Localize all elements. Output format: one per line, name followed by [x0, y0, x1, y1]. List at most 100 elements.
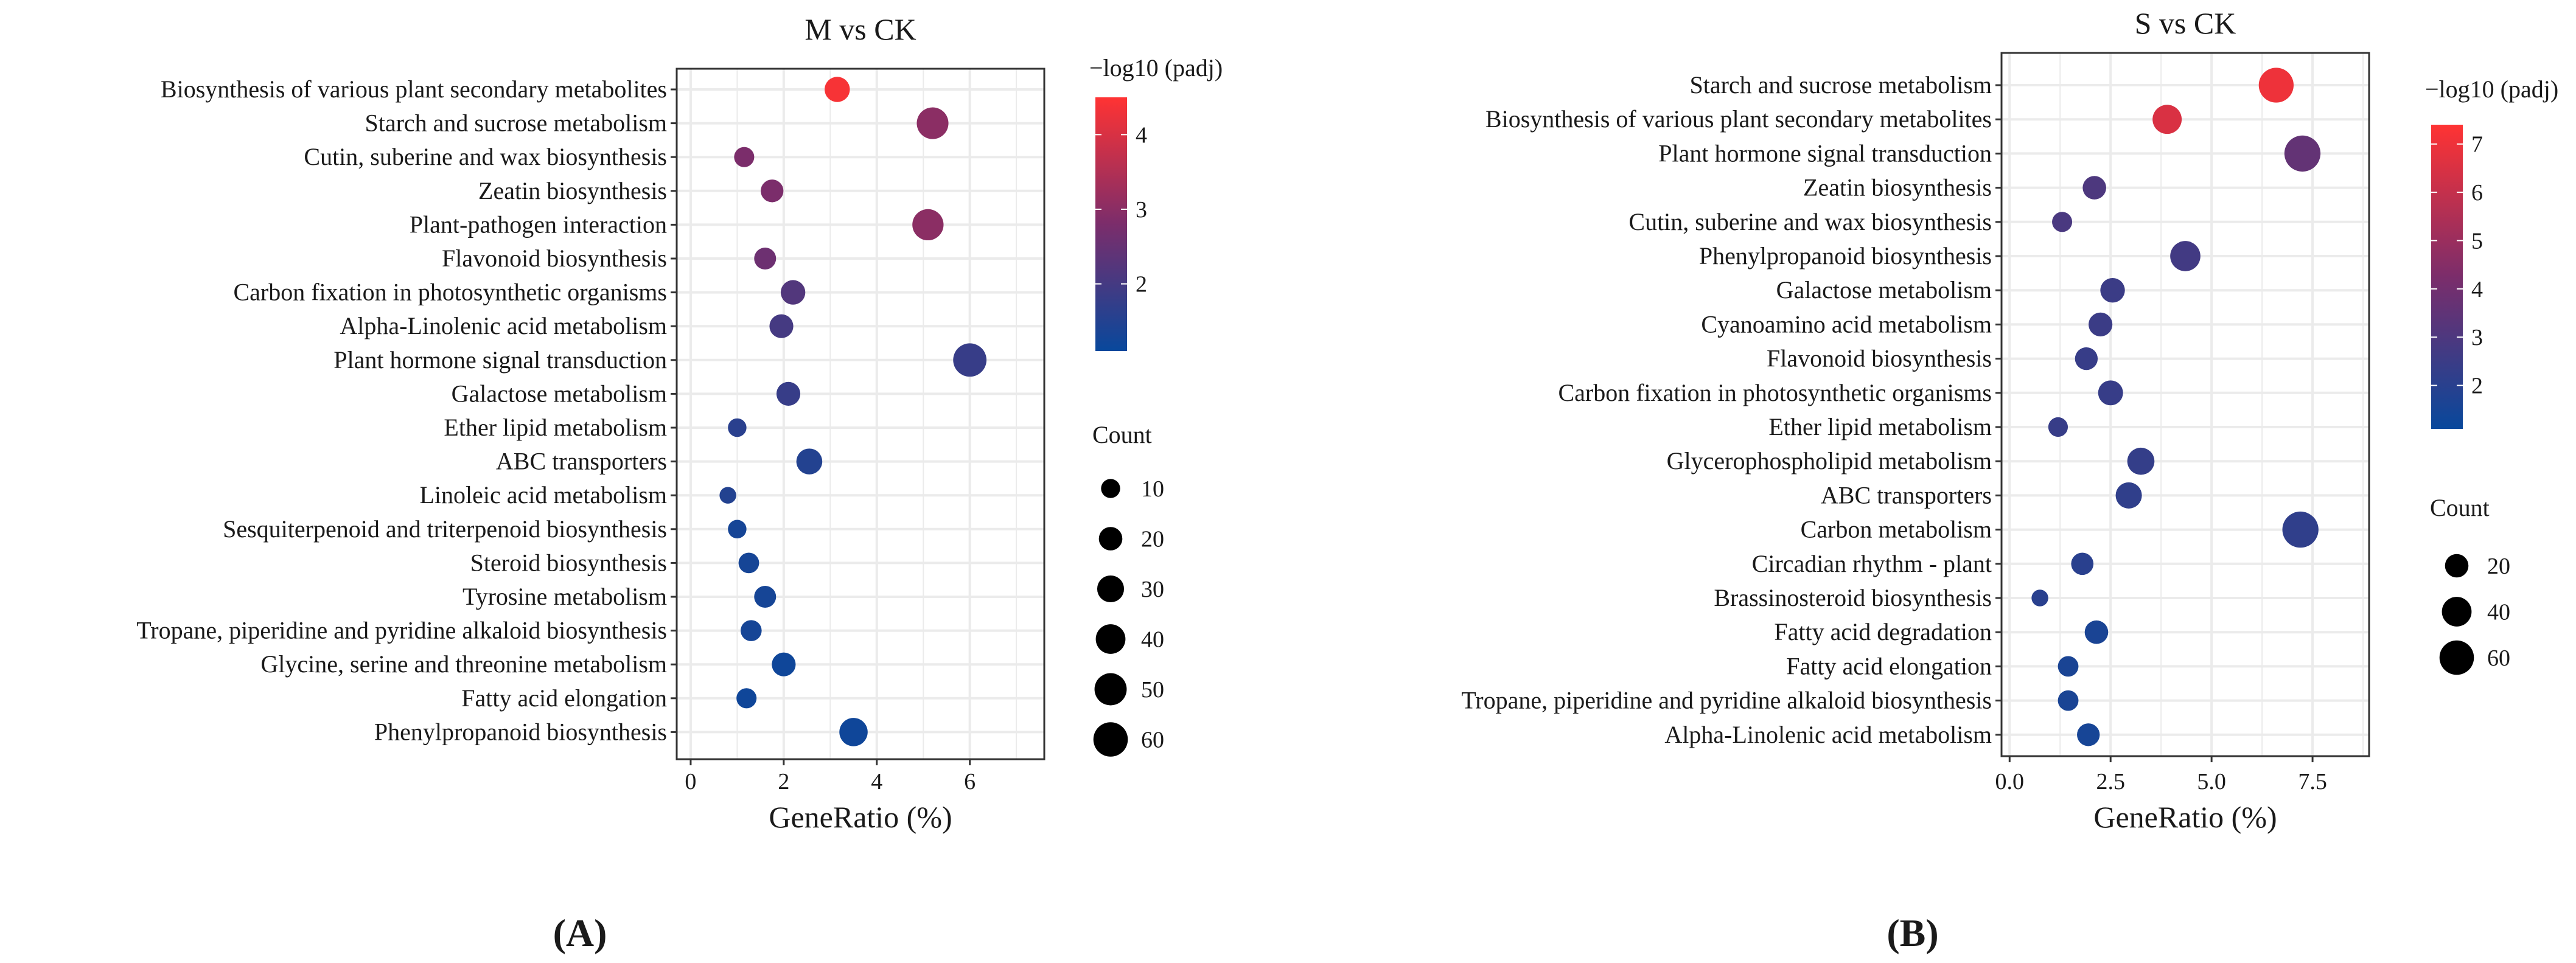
chart-title: S vs CK: [2135, 6, 2236, 40]
plot-background: [677, 69, 1044, 759]
colorbar-tick-label: 6: [2471, 180, 2483, 206]
category-label: Starch and sucrose metabolism: [1689, 71, 1992, 99]
size-legend-label: 20: [1141, 527, 1164, 552]
data-point: [754, 586, 777, 608]
category-label: Glycerophospholipid metabolism: [1667, 447, 1992, 475]
category-label: ABC transporters: [1821, 481, 1992, 509]
size-legend-title: Count: [2430, 494, 2490, 521]
colorbar-tick-label: 3: [1136, 197, 1147, 223]
size-legend-label: 30: [1141, 577, 1164, 602]
data-point: [769, 314, 794, 338]
data-point: [2127, 447, 2155, 475]
category-label: Carbon metabolism: [1801, 516, 1992, 543]
category-label: Flavonoid biosynthesis: [442, 245, 667, 272]
category-label: Glycine, serine and threonine metabolism: [260, 650, 667, 678]
plot-border: [2000, 52, 2370, 757]
data-point: [2282, 511, 2319, 548]
panel-a: Biosynthesis of various plant secondary …: [136, 12, 1223, 954]
category-label: Flavonoid biosynthesis: [1767, 345, 1992, 372]
data-point: [2052, 212, 2073, 232]
size-legend-label: 40: [1141, 627, 1164, 653]
data-point: [912, 209, 944, 241]
x-tick-label: 0: [685, 769, 696, 794]
data-point: [719, 487, 736, 504]
colorbar-tick-label: 3: [2471, 325, 2483, 350]
category-label: Carbon fixation in photosynthetic organi…: [233, 279, 667, 306]
data-point: [2071, 552, 2094, 575]
category-label: Alpha-Linolenic acid metabolism: [1664, 721, 1992, 748]
data-point: [738, 552, 759, 574]
data-point: [2258, 68, 2294, 103]
size-legend-dot: [1093, 722, 1128, 757]
x-tick-label: 0.0: [1995, 769, 2025, 794]
size-legend-dot: [2442, 597, 2472, 627]
colorbar: [2431, 125, 2463, 429]
x-tick-label: 2.5: [2096, 769, 2125, 794]
colorbar-tick-label: 5: [2471, 228, 2483, 254]
category-label: Cutin, suberine and wax biosynthesis: [1628, 208, 1992, 235]
data-point: [2098, 380, 2123, 406]
category-label: Fatty acid elongation: [1786, 652, 1992, 680]
data-point: [780, 280, 806, 305]
x-tick-label: 7.5: [2298, 769, 2327, 794]
category-label: ABC transporters: [496, 448, 667, 475]
category-label: Cutin, suberine and wax biosynthesis: [304, 143, 667, 170]
category-label: Ether lipid metabolism: [444, 414, 667, 441]
size-legend-dot: [1095, 624, 1126, 654]
category-label: Fatty acid elongation: [461, 684, 667, 712]
category-label: Plant hormone signal transduction: [1658, 139, 1992, 167]
colorbar-tick-label: 7: [2471, 132, 2483, 158]
category-label: Phenylpropanoid biosynthesis: [1699, 242, 1992, 269]
category-label: Linoleic acid metabolism: [419, 481, 667, 509]
category-label: Tropane, piperidine and pyridine alkaloi…: [1461, 687, 1992, 714]
data-point: [736, 688, 757, 709]
category-label: Galactose metabolism: [1776, 276, 1992, 304]
category-label: Plant hormone signal transduction: [333, 346, 667, 374]
data-point: [728, 520, 747, 539]
data-point: [2170, 241, 2201, 271]
data-point: [728, 418, 747, 437]
category-label: Starch and sucrose metabolism: [365, 110, 667, 137]
size-legend-label: 40: [2487, 600, 2510, 625]
size-legend-dot: [2439, 640, 2474, 675]
data-point: [741, 620, 762, 641]
category-label: Circadian rhythm - plant: [1752, 550, 1992, 577]
panel-b: Starch and sucrose metabolism Biosynthesi…: [1461, 6, 2558, 954]
data-point: [2077, 723, 2100, 746]
data-point: [2031, 589, 2048, 607]
category-label: Steroid biosynthesis: [470, 549, 667, 576]
data-point: [2075, 347, 2098, 370]
size-legend-dot: [2445, 554, 2469, 578]
data-point: [772, 652, 796, 676]
colorbar-tick-label: 2: [1136, 272, 1147, 297]
category-label: Alpha-Linolenic acid metabolism: [340, 312, 667, 339]
data-point: [2084, 620, 2109, 644]
size-legend-dot: [1101, 479, 1120, 498]
category-label: Fatty acid degradation: [1774, 618, 1992, 645]
data-point: [734, 147, 755, 167]
category-label: Cyanoamino acid metabolism: [1701, 310, 1992, 338]
colorbar-tick-label: 4: [2471, 277, 2483, 302]
colorbar-tick-label: 2: [2471, 374, 2483, 399]
size-legend-label: 20: [2487, 554, 2510, 579]
size-legend-dot: [1098, 527, 1123, 551]
size-legend-dot: [1094, 673, 1127, 706]
panel-label: (A): [553, 911, 607, 954]
data-point: [796, 448, 823, 475]
x-axis-title: GeneRatio (%): [769, 800, 952, 834]
data-point: [2048, 417, 2068, 437]
category-label: Sesquiterpenoid and triterpenoid biosynt…: [223, 515, 667, 543]
data-point: [2089, 312, 2113, 336]
size-legend-label: 50: [1141, 677, 1164, 703]
category-label: Ether lipid metabolism: [1768, 413, 1992, 440]
category-label: Biosynthesis of various plant secondary …: [1485, 105, 1992, 133]
data-point: [2115, 482, 2142, 509]
category-label: Biosynthesis of various plant secondary …: [161, 75, 667, 103]
data-point: [2058, 656, 2079, 677]
data-point: [2152, 105, 2182, 134]
x-tick-label: 5.0: [2197, 769, 2226, 794]
chart-title: M vs CK: [805, 12, 916, 46]
data-point: [916, 107, 949, 139]
data-point: [953, 343, 987, 377]
